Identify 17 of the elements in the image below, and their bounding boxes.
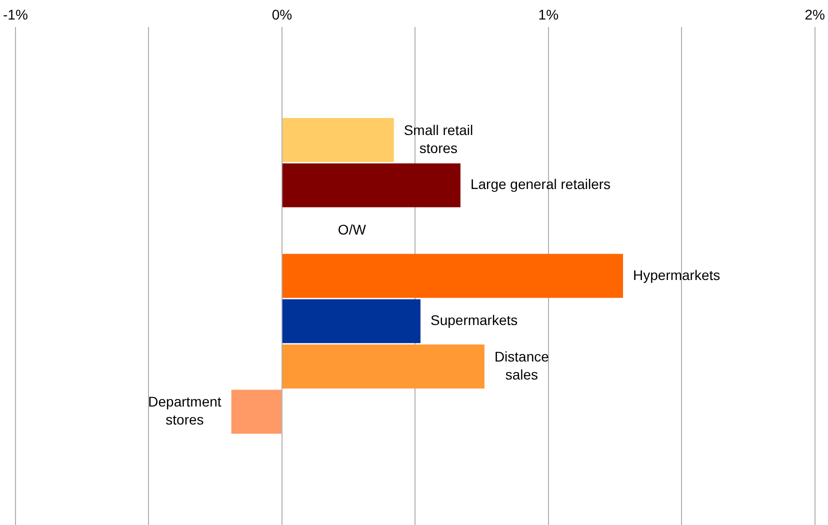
y-tick-label: Large general retailers — [470, 176, 611, 192]
x-tick-label: 2% — [804, 6, 825, 22]
bar — [282, 344, 484, 388]
y-tick-label: Hypermarkets — [633, 266, 720, 283]
x-tick-label: -1% — [2, 6, 28, 22]
y-tick-label: Distance sales — [494, 348, 550, 382]
x-tick-label: 0% — [272, 6, 292, 22]
bar — [282, 118, 394, 162]
x-tick-label: 1% — [538, 6, 559, 22]
y-tick-label: Small retail stores — [404, 122, 474, 156]
bar — [282, 254, 624, 298]
y-tick-label: O/W — [338, 221, 367, 238]
y-tick-label: Department stores — [148, 394, 222, 428]
bar — [282, 299, 420, 344]
bar — [231, 390, 282, 434]
bar — [282, 163, 460, 208]
y-tick-label: Supermarkets — [430, 312, 518, 328]
